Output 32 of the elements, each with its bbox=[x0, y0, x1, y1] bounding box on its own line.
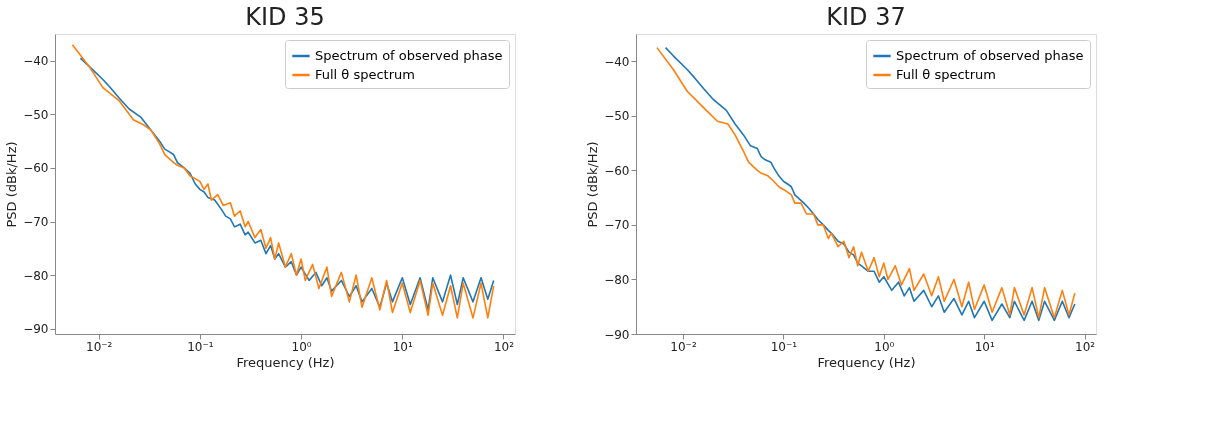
y-axis-title: PSD (dBk/Hz) bbox=[585, 141, 601, 228]
x-tick-label: 10¹ bbox=[392, 339, 413, 354]
chart-title: KID 37 bbox=[826, 3, 906, 31]
y-tick-label: −80 bbox=[604, 272, 630, 287]
legend-label: Full θ spectrum bbox=[315, 67, 415, 82]
x-tick-label: 10⁰ bbox=[874, 339, 895, 354]
x-tick-label: 10⁻² bbox=[85, 339, 113, 354]
x-tick-label: 10¹ bbox=[974, 339, 995, 354]
y-tick-label: −40 bbox=[604, 54, 630, 69]
x-axis-title: Frequency (Hz) bbox=[236, 354, 335, 370]
y-tick-label: −70 bbox=[604, 218, 630, 233]
x-tick-label: 10⁻¹ bbox=[187, 339, 214, 354]
y-tick-label: −70 bbox=[23, 215, 49, 229]
chart-title: KID 35 bbox=[245, 3, 325, 31]
x-tick-label: 10⁰ bbox=[291, 339, 312, 354]
x-tick-label: 10² bbox=[1075, 339, 1096, 354]
y-axis-title: PSD (dBk/Hz) bbox=[4, 141, 20, 228]
y-tick-label: −60 bbox=[604, 163, 630, 178]
y-tick-label: −80 bbox=[23, 268, 49, 283]
y-tick-label: −50 bbox=[604, 109, 630, 124]
legend-label: Spectrum of observed phase bbox=[315, 48, 503, 63]
legend-label: Full θ spectrum bbox=[896, 67, 996, 82]
y-tick-label: −90 bbox=[23, 322, 49, 337]
x-axis-title: Frequency (Hz) bbox=[817, 354, 916, 370]
x-tick-label: 10² bbox=[493, 339, 515, 354]
y-tick-label: −50 bbox=[23, 107, 49, 122]
x-tick-label: 10⁻² bbox=[670, 339, 697, 354]
y-tick-label: −90 bbox=[604, 327, 630, 342]
y-tick-label: −60 bbox=[23, 161, 49, 176]
x-tick-label: 10⁻¹ bbox=[770, 339, 798, 354]
legend-label: Spectrum of observed phase bbox=[896, 48, 1084, 63]
y-tick-label: −40 bbox=[23, 54, 49, 69]
